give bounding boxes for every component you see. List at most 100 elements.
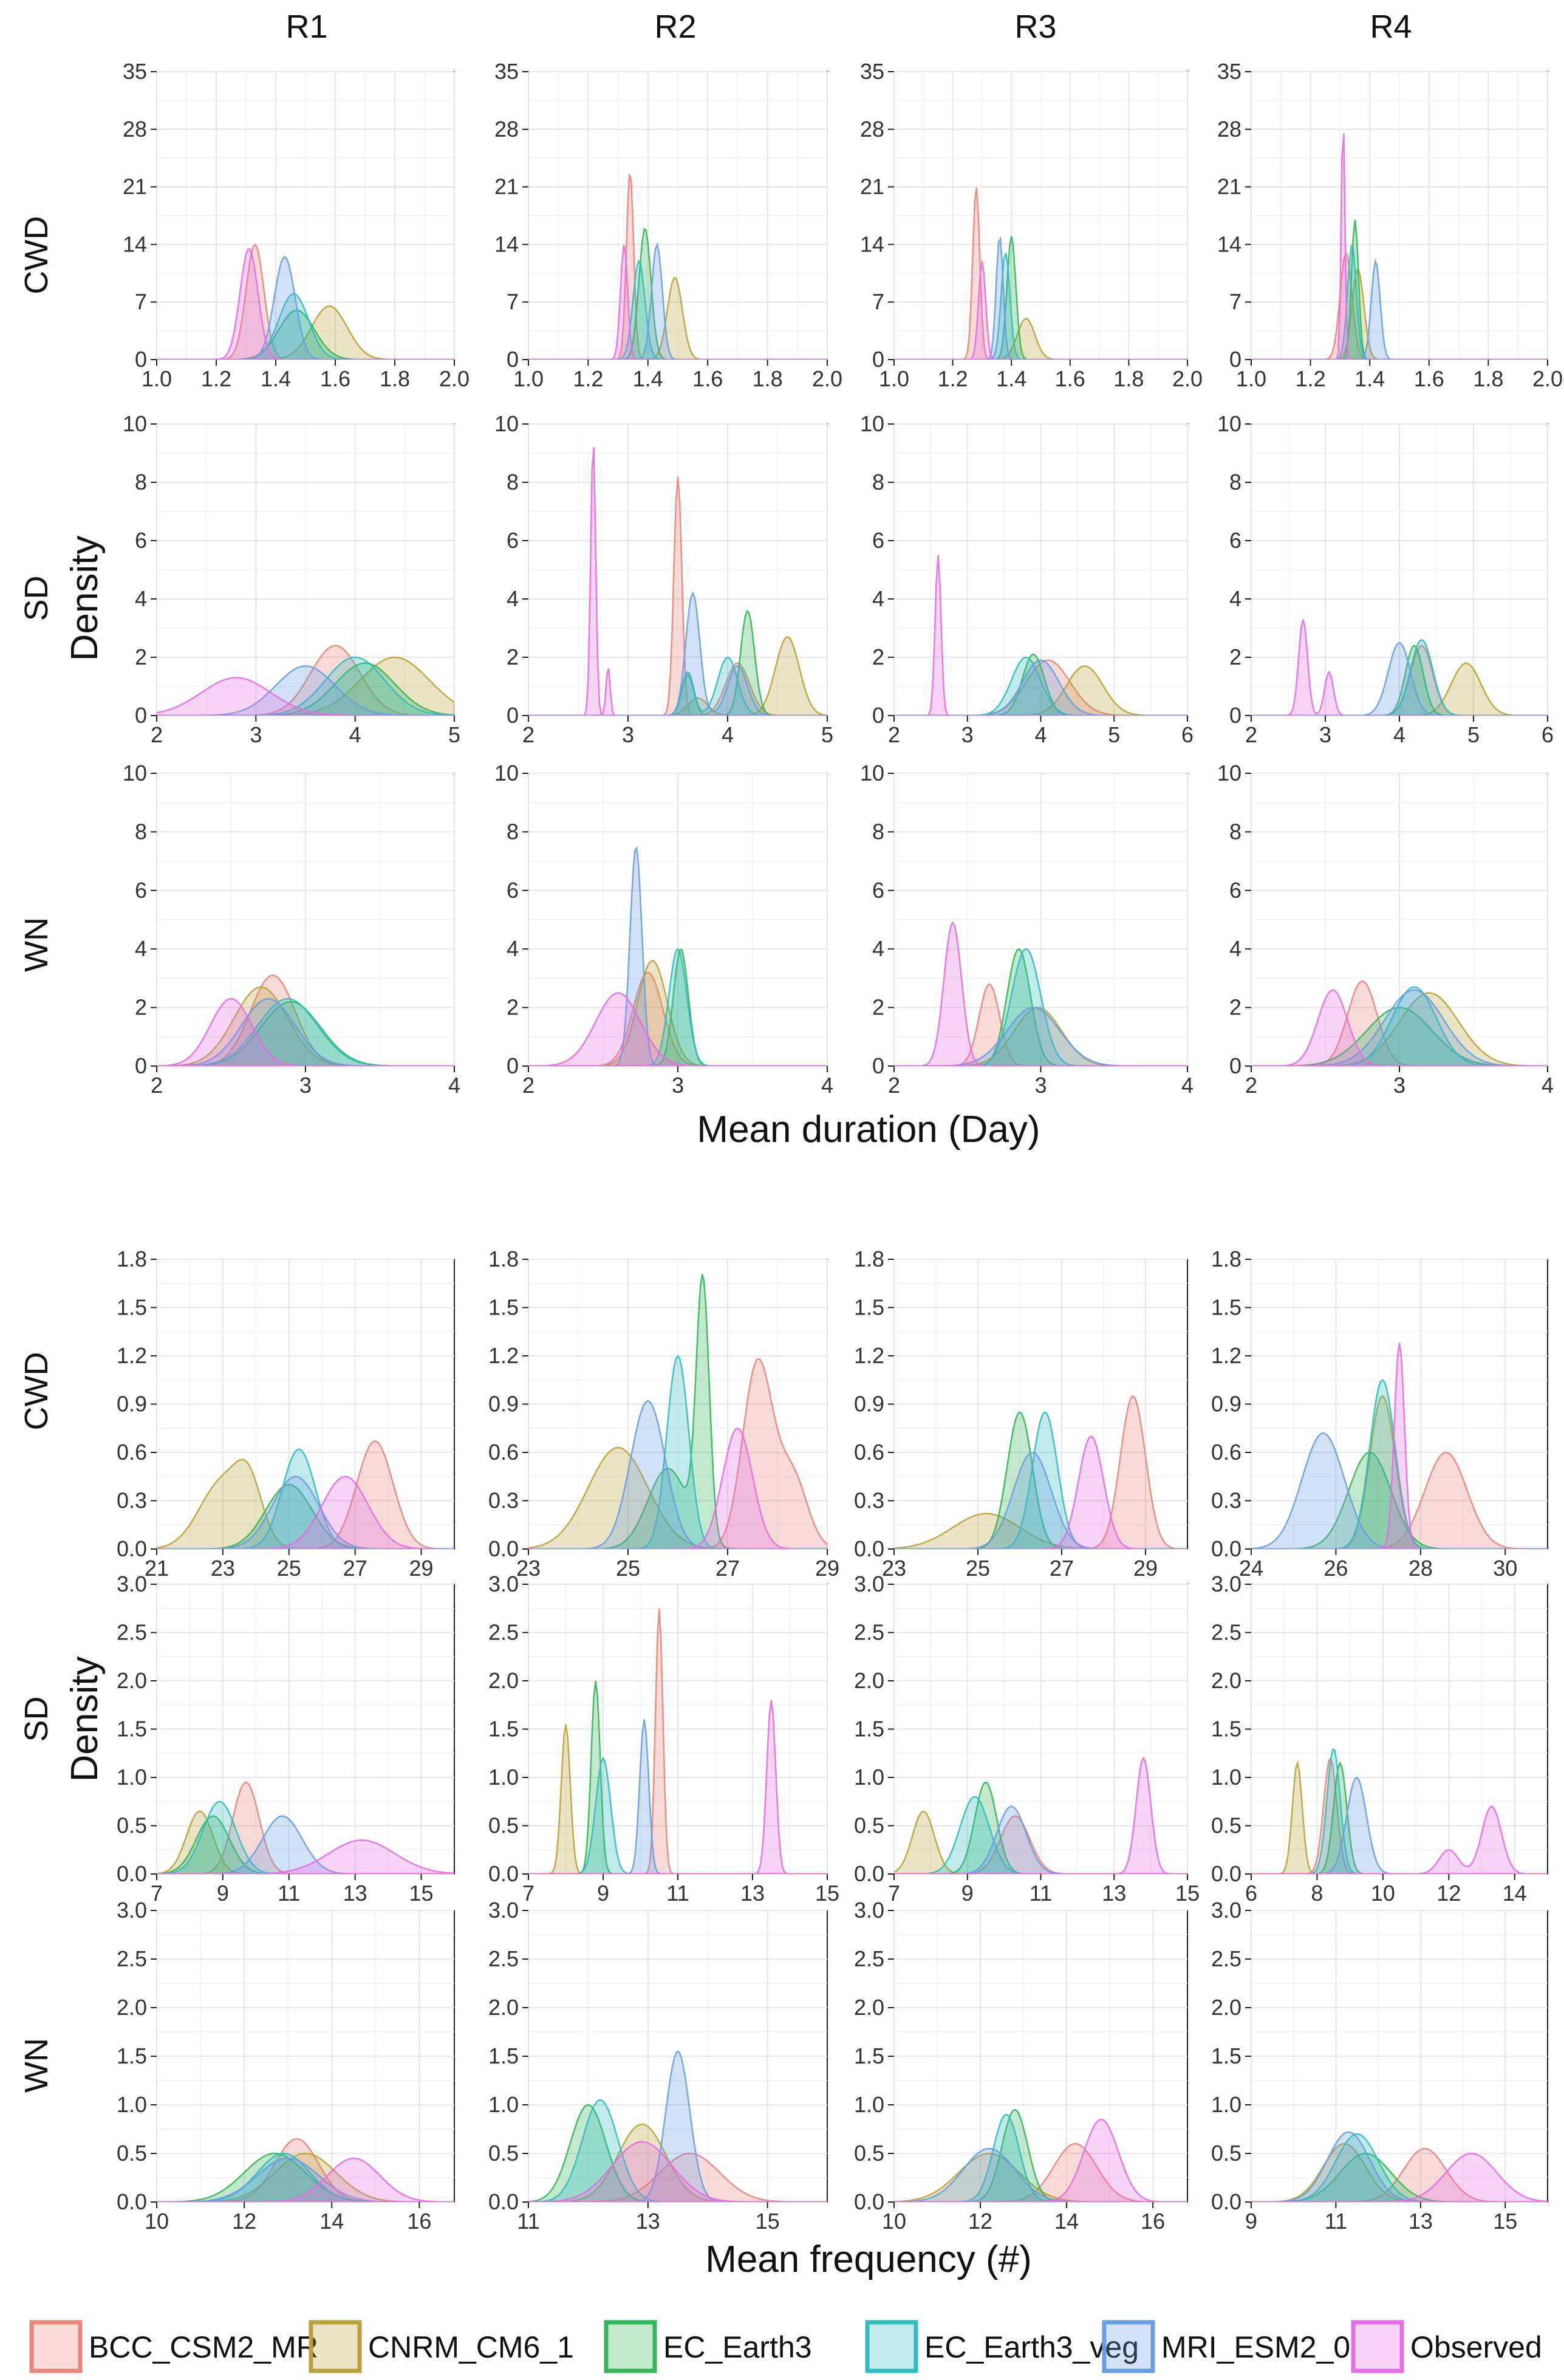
density-observed [528,1427,827,1549]
y-tick-label: 28 [860,117,884,142]
density-cnrm-cm6-1 [1251,662,1548,716]
y-tick-label: 6 [135,878,147,903]
density-observed [157,1476,454,1549]
y-tick-label: 4 [1229,936,1241,961]
density-bcc-csm2-mr [528,971,827,1066]
x-tick-label: 23 [516,1556,541,1581]
y-tick-label: 3.0 [854,1571,884,1596]
y-tick-label: 0.0 [488,2189,519,2214]
x-tick-label: 10 [1371,1881,1395,1906]
density-observed [894,921,1187,1066]
y-tick-label: 2.5 [1211,1620,1241,1645]
y-tick-label: 4 [135,936,147,961]
x-tick-label: 15 [409,1881,434,1906]
y-tick-label: 2.5 [117,1946,147,1971]
density-bcc-csm2-mr [894,659,1187,716]
x-tick-label: 1.0 [142,366,172,391]
density-ec-earth3-veg [894,1411,1187,1549]
density-bcc-csm2-mr [528,1358,827,1549]
density-mri-esm2-0 [157,2157,454,2202]
legend: BCC_CSM2_MR CNRM_CM6_1 EC_Earth3 EC_Earth3_… [29,2320,1542,2373]
x-tick-label: 6 [1181,722,1193,747]
y-tick-label: 14 [860,231,884,256]
y-tick-label: 1.2 [117,1343,147,1368]
y-tick-label: 0 [1229,1053,1241,1078]
y-tick-label: 1.2 [488,1343,519,1368]
y-tick-label: 14 [1217,231,1241,256]
x-tick-label: 11 [1030,1881,1052,1906]
y-tick-label: 2.5 [854,1946,884,1971]
y-tick-label: 21 [1217,174,1241,199]
y-tick-label: 0.5 [854,1813,884,1838]
x-tick-label: 2 [151,1073,163,1098]
y-tick-label: 28 [123,117,147,142]
y-tick-label: 0.5 [488,1813,519,1838]
density-cnrm-cm6-1 [157,986,454,1066]
y-tick-label: 0.9 [117,1392,147,1417]
y-tick-label: 2 [872,645,884,669]
y-tick-label: 7 [135,289,147,314]
density-ec-earth3-veg [1251,1379,1548,1549]
x-tick-label: 8 [1311,1881,1323,1906]
density-cnrm-cm6-1 [1251,992,1548,1066]
y-tick-label: 0.5 [117,1813,147,1838]
density-curves [894,187,1187,360]
density-observed [1251,619,1548,716]
x-tick-label: 2 [1245,1073,1257,1098]
y-tick-label: 2.0 [854,1995,884,2020]
y-tick-label: 0.0 [488,1536,519,1561]
y-tick-label: 2.5 [488,1946,519,1971]
density-curves [1251,1342,1548,1549]
density-cnrm-cm6-1 [894,1810,1187,1874]
density-mri-esm2-0 [894,2147,1187,2202]
legend-swatch [1351,2320,1404,2373]
x-tick-label: 1.6 [1055,366,1085,391]
y-tick-label: 0.5 [488,2141,519,2166]
x-tick-label: 13 [1409,2209,1433,2234]
x-tick-label: 15 [1175,1881,1200,1906]
y-tick-label: 8 [135,470,147,494]
density-ec-earth3 [157,2152,454,2202]
x-tick-label: 7 [151,1881,163,1906]
y-tick-label: 8 [872,819,884,844]
y-tick-label: 1.0 [117,1765,147,1790]
y-tick-label: 0.5 [1211,2141,1241,2166]
density-cnrm-cm6-1 [528,276,827,360]
y-tick-label: 0.3 [117,1488,147,1513]
y-tick-label: 0.3 [854,1488,884,1513]
density-mri-esm2-0 [1251,641,1548,716]
x-tick-label: 11 [278,1881,300,1906]
y-tick-label: 2.0 [854,1668,884,1693]
x-tick-label: 1.8 [1473,366,1503,391]
y-tick-label: 1.5 [854,1717,884,1742]
y-tick-label: 2 [1229,645,1241,669]
density-observed [894,2118,1187,2202]
y-tick-label: 3.0 [488,1571,519,1596]
y-tick-label: 2.0 [1211,1995,1241,2020]
y-tick-label: 0.0 [854,2189,884,2214]
density-curves [528,174,827,360]
x-tick-label: 1.4 [261,366,291,391]
y-tick-label: 0.0 [488,1861,519,1886]
y-tick-label: 10 [123,761,147,785]
panel-p0-cwd-r4: 1.0 1.2 1.4 1.6 1.8 2.0 0 7 14 21 28 35 [1217,59,1563,391]
density-mri-esm2-0 [894,1451,1187,1549]
density-observed [1251,1342,1548,1549]
density-ec-earth3-veg [894,1796,1187,1874]
density-ec-earth3-veg [157,997,454,1066]
y-tick-label: 0 [872,703,884,728]
y-tick-label: 0 [1229,703,1241,728]
x-tick-label: 7 [522,1881,534,1906]
density-curves [1251,619,1548,716]
x-tick-label: 21 [145,1556,169,1581]
x-tick-label: 5 [1108,722,1120,747]
density-bcc-csm2-mr [1251,980,1548,1066]
density-ec-earth3 [894,2108,1187,2202]
y-tick-label: 1.2 [1211,1343,1241,1368]
y-tick-label: 4 [135,586,147,611]
density-cnrm-cm6-1 [528,1446,827,1549]
density-ec-earth3 [157,309,454,360]
y-tick-label: 0.9 [488,1392,519,1417]
